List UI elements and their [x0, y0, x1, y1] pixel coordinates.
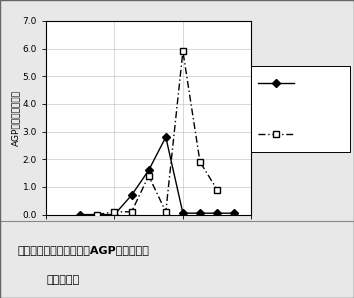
Text: 図２　無処理薬におけるAGPとオリゴ糖: 図２ 無処理薬におけるAGPとオリゴ糖	[18, 245, 150, 255]
X-axis label: 番長（mm）: 番長（mm）	[127, 235, 170, 245]
AGP (μg/A)	[181, 211, 185, 215]
AGP (μg/A)	[112, 213, 116, 216]
AGP (μg/A)	[164, 135, 168, 139]
AGP (μg/A)	[198, 211, 202, 215]
Text: 含量の変動: 含量の変動	[46, 275, 79, 285]
AGP (μg/A)	[130, 193, 134, 197]
AGP (μg/A)	[215, 211, 219, 215]
Text: (amount): (amount)	[301, 137, 340, 146]
Text: オリゴ糖: オリゴ糖	[301, 122, 321, 131]
AGP (μg/A)	[147, 168, 151, 172]
Line: AGP (μg/A): AGP (μg/A)	[78, 134, 237, 217]
AGP (μg/A)	[232, 211, 236, 215]
Y-axis label: AGP・オリゴ糖含量: AGP・オリゴ糖含量	[11, 90, 20, 146]
Text: AGP (μg/A): AGP (μg/A)	[301, 79, 347, 88]
AGP (μg/A)	[78, 213, 82, 216]
